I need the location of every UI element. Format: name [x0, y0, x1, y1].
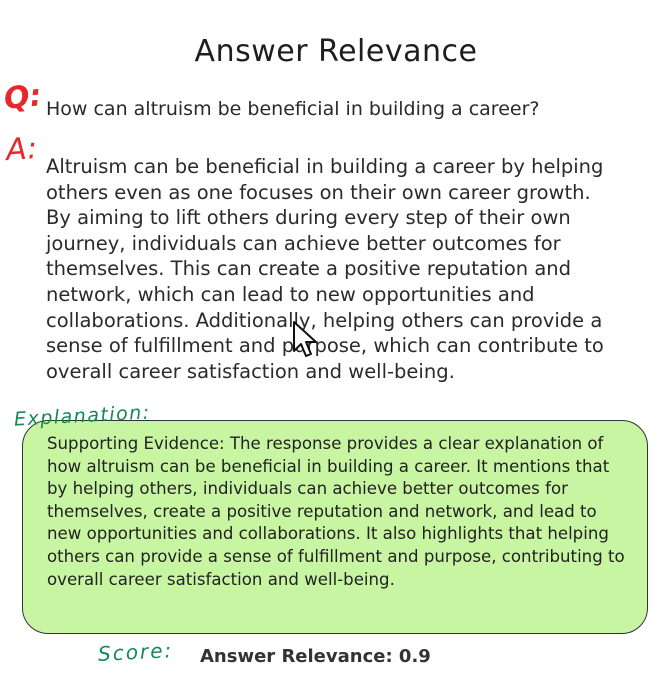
answer-annotation: A:: [4, 130, 39, 169]
score-value: Answer Relevance: 0.9: [200, 646, 431, 667]
score-annotation: Score:: [97, 638, 174, 666]
explanation-text: Supporting Evidence: The response provid…: [47, 434, 625, 589]
explanation-box: Supporting Evidence: The response provid…: [22, 420, 648, 634]
question-text: How can altruism be beneficial in buildi…: [46, 98, 540, 120]
page-title: Answer Relevance: [194, 34, 478, 69]
answer-text: Altruism can be beneficial in building a…: [46, 155, 604, 383]
mouse-pointer-icon: [293, 321, 317, 357]
question-annotation: Q:: [2, 78, 44, 117]
